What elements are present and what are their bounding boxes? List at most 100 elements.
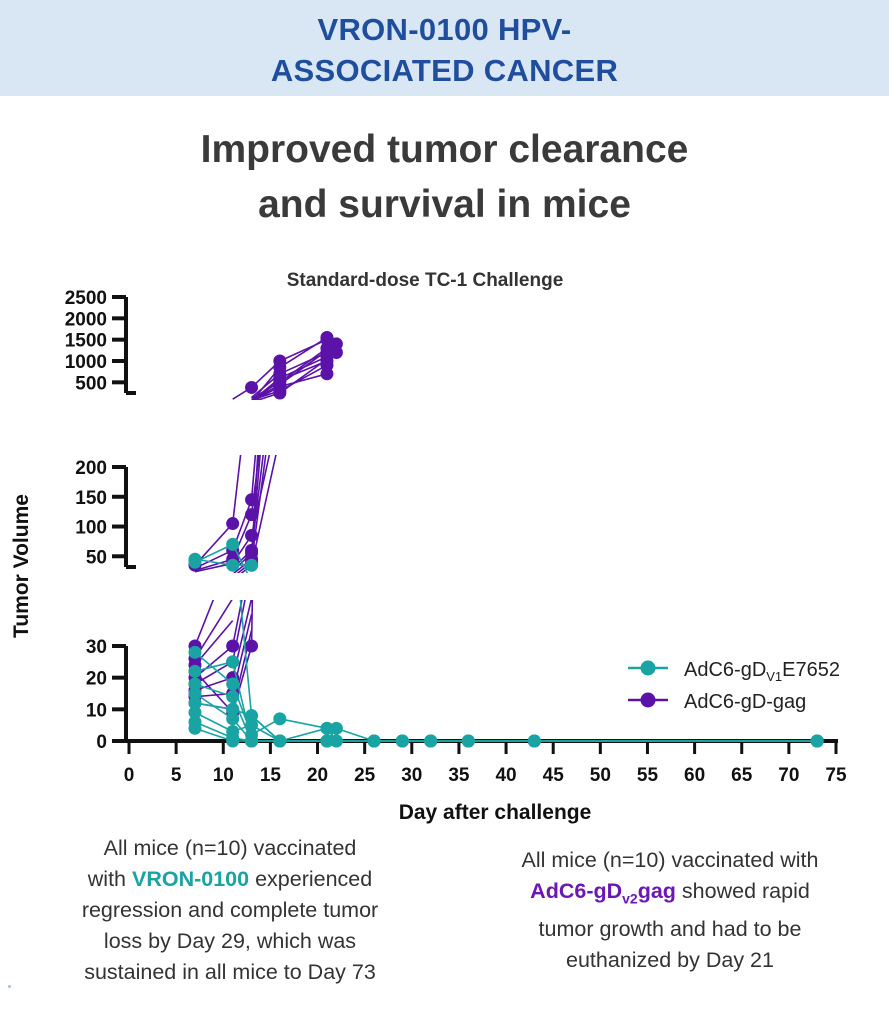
caption-right-line-2: showed rapid xyxy=(675,879,810,903)
data-point xyxy=(245,558,259,572)
caption-right-highlight-base: AdC6-gD xyxy=(530,879,623,903)
series-line xyxy=(279,727,328,742)
data-point xyxy=(527,734,541,748)
x-tick-label: 15 xyxy=(260,765,282,786)
y-axis-label: Tumor Volume xyxy=(10,494,33,638)
data-point xyxy=(188,664,202,678)
y-tick-label: 1000 xyxy=(65,352,107,373)
data-point xyxy=(245,734,259,748)
legend-label-purple: AdC6-gD-gag xyxy=(684,691,806,713)
series-line xyxy=(250,455,259,560)
series-line xyxy=(250,455,277,566)
slide-heading-line-1: Improved tumor clearance xyxy=(200,128,689,171)
series-line xyxy=(250,455,264,551)
legend-marker-teal xyxy=(640,660,656,676)
data-point xyxy=(226,517,240,531)
series-line xyxy=(250,455,257,500)
x-tick-label: 25 xyxy=(354,765,376,786)
x-axis-label: Day after challenge xyxy=(399,801,592,824)
caption-left-highlight: VRON-0100 xyxy=(131,867,250,891)
data-point xyxy=(320,721,334,735)
y-tick-label: 2000 xyxy=(65,309,107,330)
caption-left-line-4: loss by Day 29, which was xyxy=(103,929,357,953)
data-point xyxy=(329,721,343,735)
legend-label-teal-tail: E7652 xyxy=(782,659,840,681)
data-point xyxy=(273,360,287,374)
series-line xyxy=(194,670,234,714)
banner-title-line-2: ASSOCIATED CANCER xyxy=(270,53,619,88)
data-point xyxy=(245,639,259,653)
data-point xyxy=(320,367,334,381)
series-vron-0100 xyxy=(188,537,824,748)
caption-gag-control: All mice (n=10) vaccinated with AdC6-gDv… xyxy=(475,845,865,976)
data-point xyxy=(188,677,202,691)
y-tick-label: 10 xyxy=(86,700,107,721)
series-line xyxy=(194,543,234,563)
series-line xyxy=(194,661,234,685)
series-line xyxy=(194,711,234,733)
caption-right-line-3: tumor growth and had to be xyxy=(538,917,802,942)
series-line xyxy=(194,600,215,647)
data-point xyxy=(226,558,240,572)
legend-label-teal-sub: V1 xyxy=(766,669,782,684)
data-point xyxy=(226,677,240,691)
data-point xyxy=(273,386,287,400)
data-point xyxy=(424,734,438,748)
data-point xyxy=(273,712,287,726)
series-line xyxy=(194,651,234,685)
data-point xyxy=(226,655,240,669)
y-tick-label: 50 xyxy=(86,547,107,568)
data-point xyxy=(810,734,824,748)
caption-vron-0100: All mice (n=10) vaccinated with VRON-010… xyxy=(40,833,420,988)
x-tick-label: 60 xyxy=(684,765,705,786)
data-point xyxy=(226,537,240,551)
x-tick-label: 65 xyxy=(731,765,753,786)
x-tick-label: 35 xyxy=(448,765,470,786)
x-tick-label: 0 xyxy=(124,765,135,786)
caption-left-line-5: sustained in all mice to Day 73 xyxy=(84,960,376,984)
series-line xyxy=(231,600,243,647)
caption-left-line-2b: experienced xyxy=(249,867,373,891)
data-point xyxy=(273,373,287,387)
y-tick-label: 2500 xyxy=(65,288,107,309)
caption-right-line-1: All mice (n=10) vaccinated with xyxy=(521,848,819,872)
x-tick-label: 70 xyxy=(778,765,799,786)
legend-label-teal-base: AdC6-gD xyxy=(684,659,766,681)
series-line xyxy=(336,727,375,742)
series-line xyxy=(279,356,328,379)
caption-right-highlight-tail: gag xyxy=(637,879,676,903)
series-gd-gag xyxy=(188,331,343,719)
data-point xyxy=(188,645,202,659)
y-tick-label: 0 xyxy=(96,732,107,753)
x-tick-label: 45 xyxy=(543,765,565,786)
y-tick-label: 500 xyxy=(75,373,107,394)
data-point xyxy=(367,734,381,748)
y-tick-label: 100 xyxy=(75,518,107,539)
y-tick-label: 20 xyxy=(86,669,107,690)
y-tick-label: 150 xyxy=(75,488,107,509)
data-point xyxy=(226,690,240,704)
data-point xyxy=(226,702,240,716)
y-tick-label: 200 xyxy=(75,458,107,479)
series-line xyxy=(194,600,233,660)
x-tick-label: 50 xyxy=(590,765,611,786)
caption-left-line-3: regression and complete tumor xyxy=(81,898,379,922)
series-line xyxy=(194,692,234,720)
caption-right-line-4: euthanized by Day 21 xyxy=(566,948,774,973)
caption-right-highlight-sub: v2 xyxy=(622,890,638,907)
data-point xyxy=(226,712,240,726)
caption-left-line-2a: with xyxy=(87,867,132,891)
data-point xyxy=(226,734,240,748)
data-point xyxy=(188,721,202,735)
x-tick-label: 30 xyxy=(401,765,422,786)
series-line xyxy=(231,544,249,573)
header-banner: VRON-0100 HPV- ASSOCIATED CANCER xyxy=(0,0,889,96)
series-line xyxy=(194,721,234,739)
data-point xyxy=(320,734,334,748)
series-line xyxy=(279,718,328,730)
data-point xyxy=(320,331,334,345)
data-point xyxy=(188,687,202,700)
data-point xyxy=(188,696,202,710)
chart-title: Standard-dose TC-1 Challenge xyxy=(287,270,564,291)
